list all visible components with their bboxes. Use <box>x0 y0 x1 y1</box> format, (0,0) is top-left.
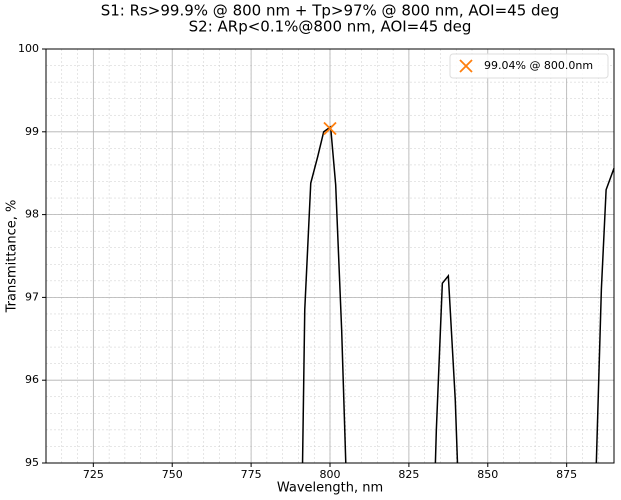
legend-box <box>449 53 609 79</box>
legend-label: 99.04% @ 800.0nm <box>484 59 593 72</box>
y-tick-label: 97 <box>25 290 39 303</box>
chart-title: S2: ARp<0.1%@800 nm, AOI=45 deg <box>189 18 472 36</box>
y-tick-label: 100 <box>18 42 39 55</box>
x-tick-label: 825 <box>398 468 419 481</box>
chart-title: S1: Rs>99.9% @ 800 nm + Tp>97% @ 800 nm,… <box>101 2 560 20</box>
line <box>301 125 615 464</box>
marker <box>323 121 337 136</box>
y-tick-label: 96 <box>25 373 39 386</box>
x-axis-label: Wavelength, nm <box>277 481 383 496</box>
y-tick-label: 95 <box>25 456 39 469</box>
plot-frame <box>45 48 615 464</box>
x-tick-label: 800 <box>320 468 341 481</box>
legend-marker <box>459 59 473 73</box>
y-tick-label: 98 <box>25 208 39 221</box>
x-tick-label: 875 <box>556 468 577 481</box>
y-axis-label: Transmittance, % <box>5 200 20 314</box>
x-tick-label: 775 <box>241 468 262 481</box>
x-tick-label: 850 <box>477 468 498 481</box>
y-tick-label: 99 <box>25 125 39 138</box>
x-tick-label: 725 <box>83 468 104 481</box>
x-tick-label: 750 <box>162 468 183 481</box>
